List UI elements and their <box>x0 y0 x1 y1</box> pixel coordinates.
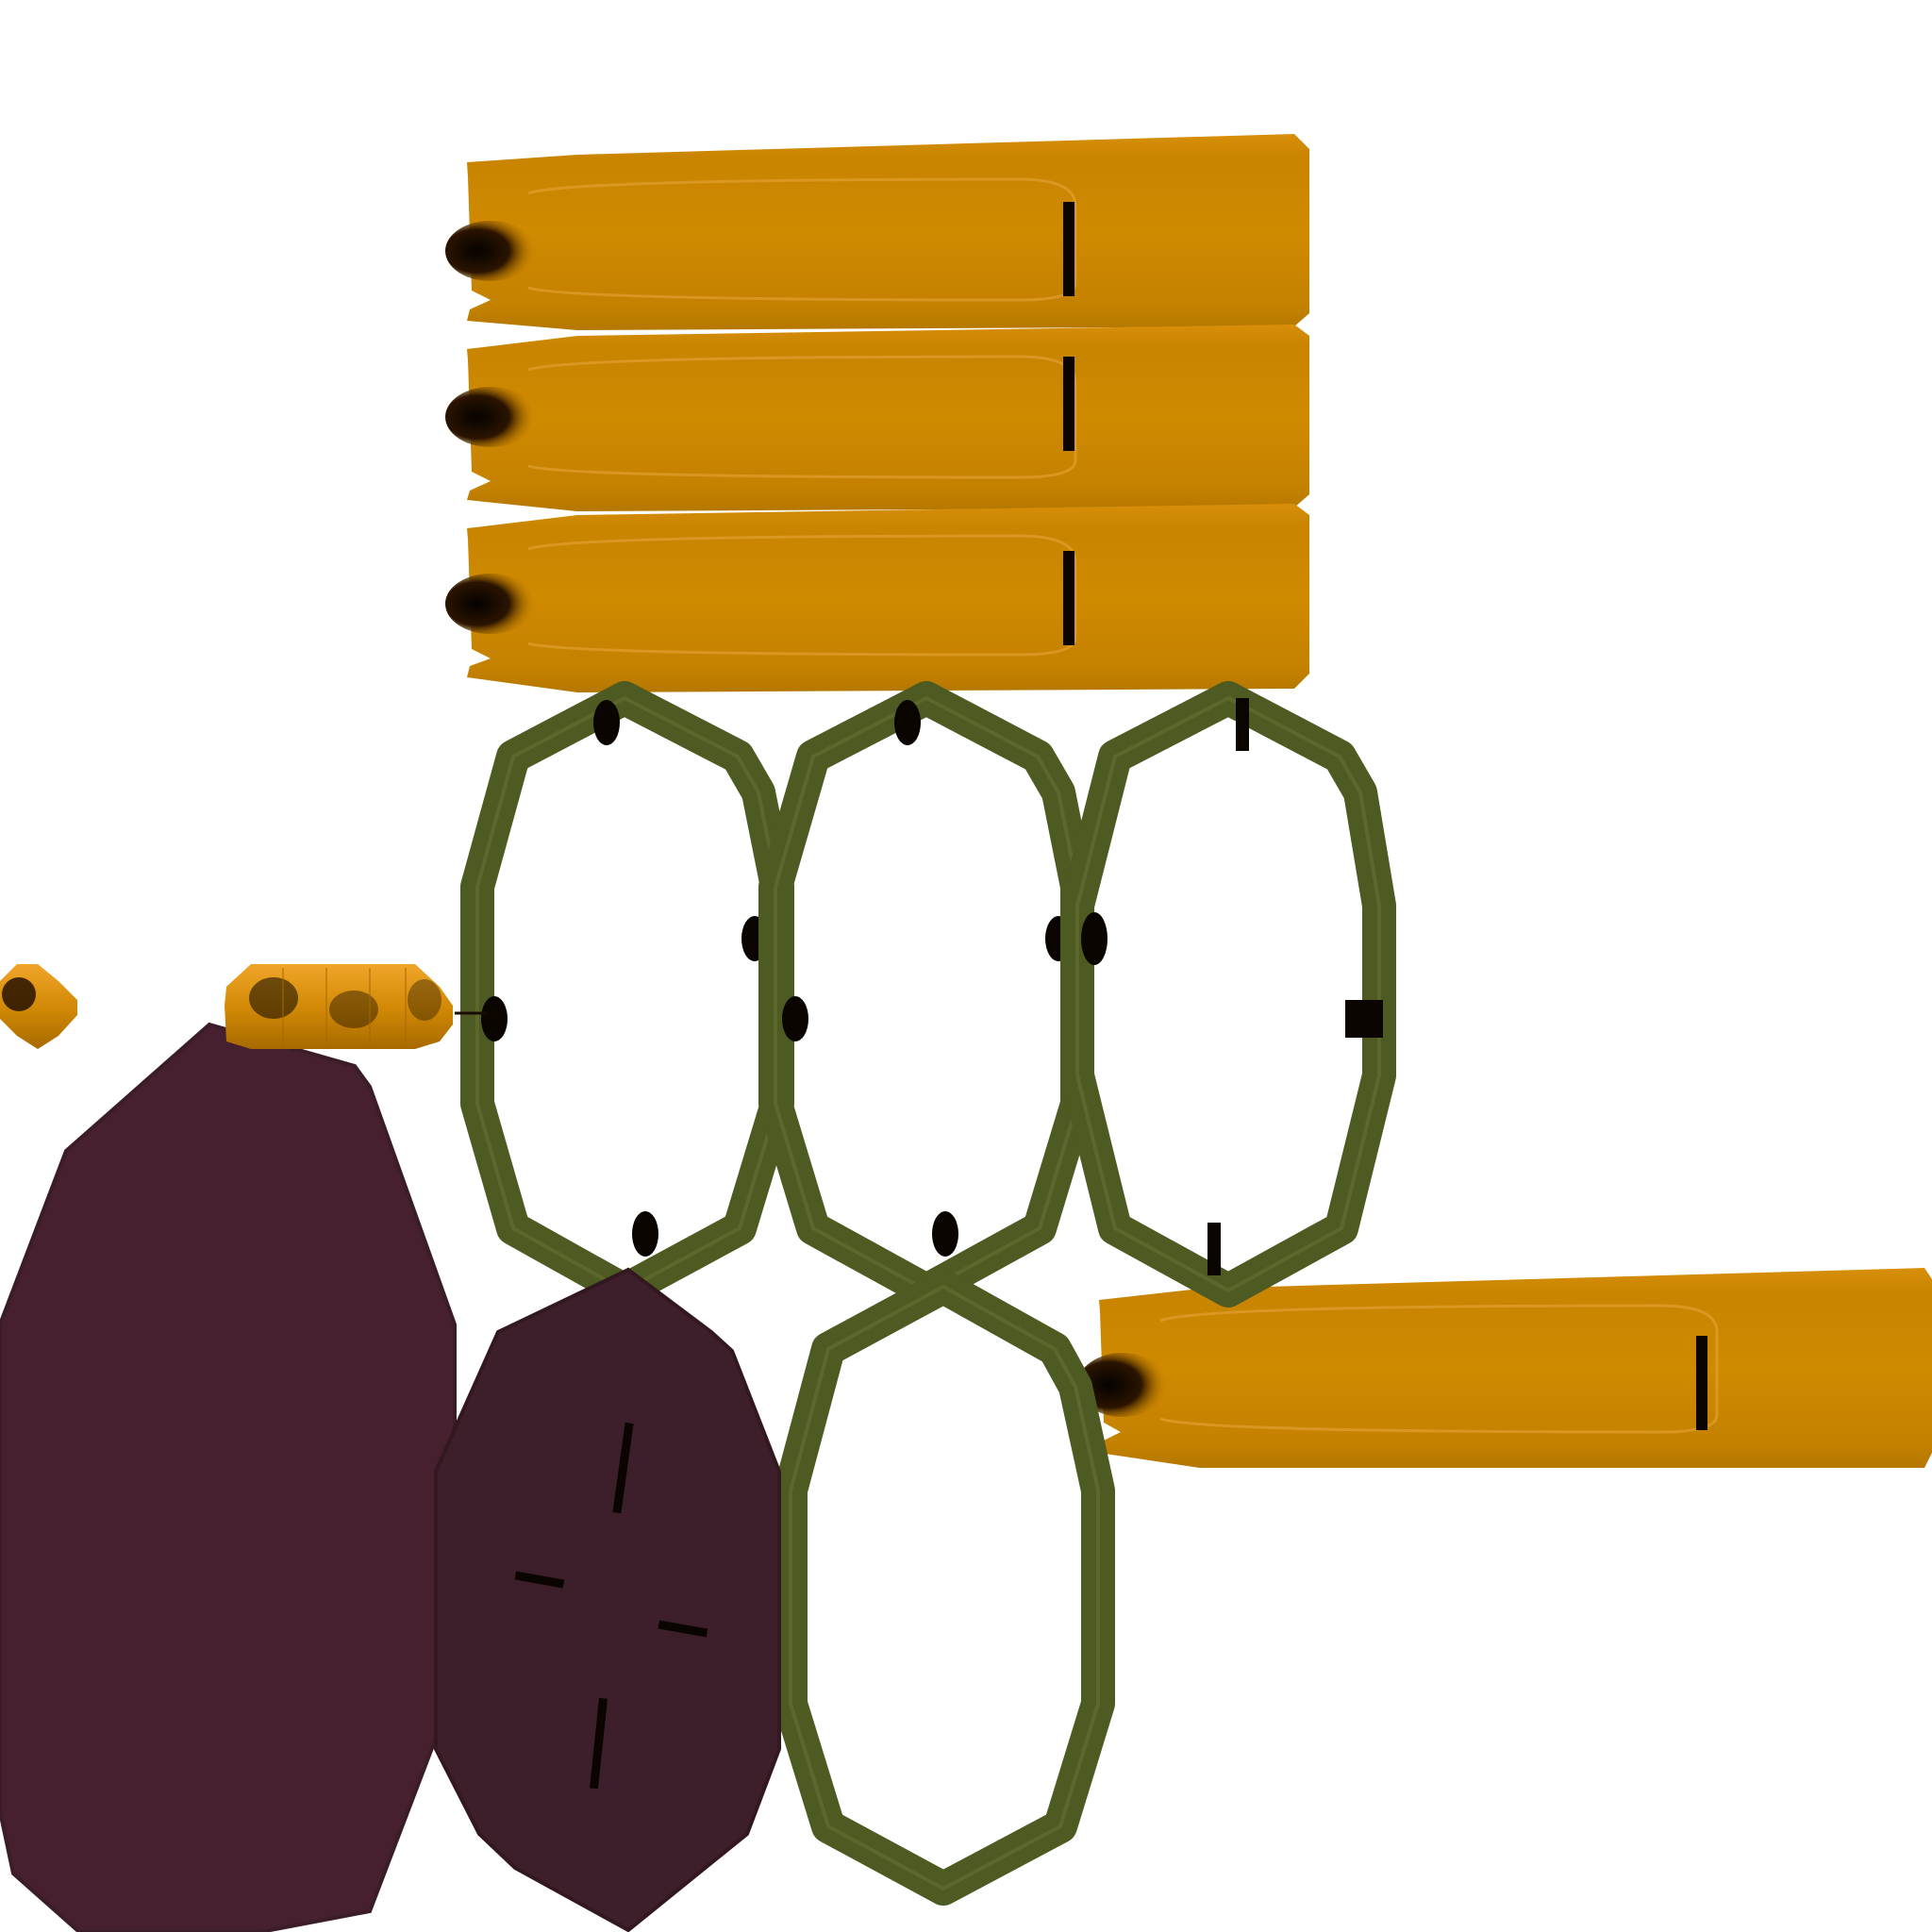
disk-large <box>0 1022 457 1932</box>
plank-1 <box>445 134 1309 330</box>
bead-strip-large <box>225 964 453 1049</box>
ring-4 <box>774 1270 1115 1906</box>
plank-2 <box>445 325 1309 511</box>
plank-3 <box>445 504 1309 692</box>
plank-4 <box>1077 1268 1932 1468</box>
ring-3 <box>1060 681 1396 1307</box>
disk-small <box>434 1267 781 1932</box>
bead-strip-small <box>0 964 77 1049</box>
plank-stack <box>445 134 1309 692</box>
ring-1 <box>460 681 794 1307</box>
ring-2 <box>758 681 1094 1307</box>
